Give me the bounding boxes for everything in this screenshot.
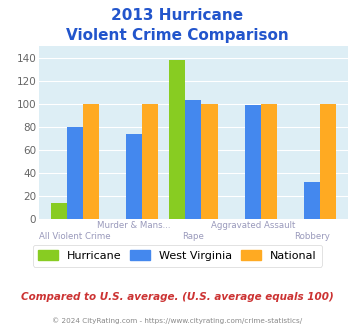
Bar (169, 60, 185, 219)
Bar (202, 104, 218, 219)
Bar (67, 127, 83, 219)
Text: © 2024 CityRating.com - https://www.cityrating.com/crime-statistics/: © 2024 CityRating.com - https://www.city… (53, 317, 302, 324)
Bar (126, 134, 142, 219)
Legend: Hurricane, West Virginia, National: Hurricane, West Virginia, National (33, 245, 322, 267)
Text: Aggravated Assault: Aggravated Assault (211, 221, 295, 230)
Text: Violent Crime Comparison: Violent Crime Comparison (66, 28, 289, 43)
Bar (320, 104, 336, 219)
Text: Murder & Mans...: Murder & Mans... (97, 221, 171, 230)
Bar (261, 104, 277, 219)
Text: 2013 Hurricane: 2013 Hurricane (111, 8, 244, 23)
Bar (185, 100, 202, 219)
Text: Rape: Rape (182, 232, 204, 241)
Text: All Violent Crime: All Violent Crime (39, 232, 110, 241)
Bar (304, 182, 320, 219)
Text: Compared to U.S. average. (U.S. average equals 100): Compared to U.S. average. (U.S. average … (21, 292, 334, 302)
Bar (51, 203, 67, 219)
Bar (245, 105, 261, 219)
Bar (83, 104, 99, 219)
Text: Robbery: Robbery (294, 232, 330, 241)
Bar (142, 104, 158, 219)
